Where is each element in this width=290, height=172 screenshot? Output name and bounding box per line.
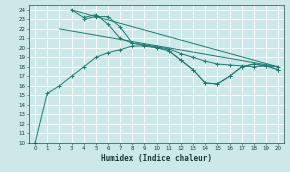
X-axis label: Humidex (Indice chaleur): Humidex (Indice chaleur) xyxy=(101,154,212,163)
